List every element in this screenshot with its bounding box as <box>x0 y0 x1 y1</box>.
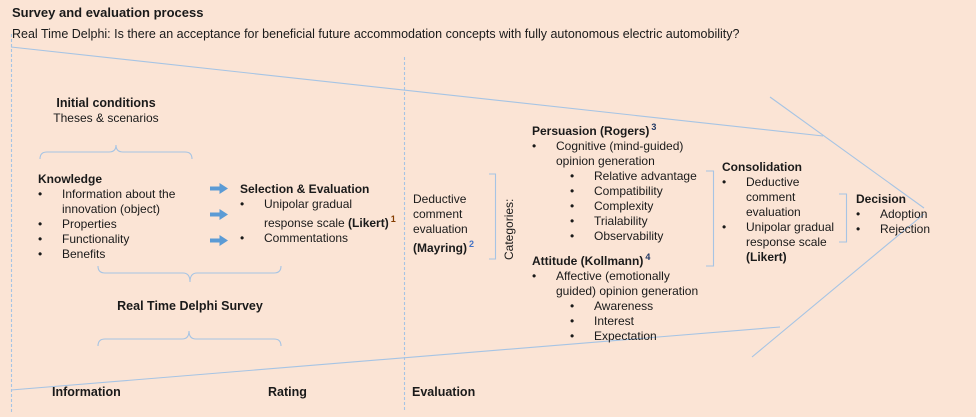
bullet-icon <box>570 229 594 244</box>
list-item: Awareness <box>532 299 732 314</box>
flow-arrow-icon <box>210 183 228 194</box>
footnote-ref-4: 4 <box>645 252 651 262</box>
bullet-icon <box>570 169 594 184</box>
flow-arrow-icon <box>210 209 228 220</box>
bullet-icon <box>38 217 62 232</box>
list-item: Adoption <box>856 207 966 222</box>
bullet-icon <box>570 199 594 214</box>
list-item: Unipolar gradual response scale (Likert) <box>722 220 852 265</box>
consolidation-title: Consolidation <box>722 160 802 174</box>
page-subtitle: Real Time Delphi: Is there an acceptance… <box>12 27 740 41</box>
real-time-delphi-survey-label: Real Time Delphi Survey <box>117 299 263 313</box>
stage-label-rating: Rating <box>268 385 307 399</box>
list-item: Trialability <box>532 214 732 229</box>
persuasion-title: Persuasion (Rogers) 3 <box>532 122 657 138</box>
categories-label: Categories: <box>502 198 516 260</box>
list-item: Interest <box>532 314 732 329</box>
bullet-icon <box>240 197 264 212</box>
stage-label-evaluation: Evaluation <box>412 385 476 399</box>
decision-block: Decision Adoption Rejection <box>856 192 966 237</box>
persuasion-block: Persuasion (Rogers)3 Cognitive (mind-gui… <box>532 120 732 244</box>
list-item: Benefits <box>38 247 203 262</box>
page-title: Survey and evaluation process <box>12 5 204 20</box>
bullet-icon <box>570 329 594 344</box>
list-item: Deductive comment evaluation <box>722 175 852 220</box>
bullet-icon <box>722 175 746 190</box>
likert-scale-text: Unipolar gradual response scale <box>264 197 353 230</box>
bullet-icon <box>532 269 556 284</box>
footnote-ref-1: 1 <box>390 214 396 224</box>
bullet-icon <box>532 139 556 154</box>
survey-top-brace <box>97 265 282 283</box>
knowledge-title: Knowledge <box>38 172 103 186</box>
list-item: Compatibility <box>532 184 732 199</box>
list-item: Complexity <box>532 199 732 214</box>
list-item: Commentations <box>240 231 410 246</box>
survey-bottom-brace <box>97 330 282 347</box>
footnote-ref-3: 3 <box>651 122 657 132</box>
initial-conditions-brace <box>39 144 193 160</box>
list-item: Relative advantage <box>532 169 732 184</box>
list-item: Unipolar gradual response scale (Likert)… <box>240 197 410 231</box>
mayring-bracket <box>489 173 497 260</box>
attitude-title: Attitude (Kollmann) 4 <box>532 252 651 268</box>
bullet-icon <box>570 184 594 199</box>
attitude-block: Attitude (Kollmann)4 Affective (emotiona… <box>532 250 732 344</box>
likert-label: (Likert) <box>348 216 389 230</box>
bullet-icon <box>570 314 594 329</box>
initial-conditions-block: Initial conditions Theses & scenarios <box>30 96 182 126</box>
bullet-icon <box>38 232 62 247</box>
bullet-icon <box>856 207 880 222</box>
bullet-icon <box>856 222 880 237</box>
selection-evaluation-block: Selection & Evaluation Unipolar gradual … <box>240 182 410 246</box>
mayring-text: Deductive comment evaluation <box>413 192 468 236</box>
bullet-icon <box>38 187 62 202</box>
list-item: Affective (emotionally guided) opinion g… <box>532 269 732 299</box>
initial-conditions-subtitle: Theses & scenarios <box>53 111 159 125</box>
mayring-label: (Mayring) <box>413 241 467 255</box>
list-item: Expectation <box>532 329 732 344</box>
flow-arrow-icon <box>210 235 228 246</box>
bullet-icon <box>722 220 746 235</box>
consolidation-block: Consolidation Deductive comment evaluati… <box>722 160 852 265</box>
bullet-icon <box>240 231 264 246</box>
list-item: Information about the innovation (object… <box>38 187 203 217</box>
list-item: Functionality <box>38 232 203 247</box>
list-item: Properties <box>38 217 203 232</box>
list-item: Rejection <box>856 222 966 237</box>
consolidation-likert-label: (Likert) <box>746 250 787 264</box>
list-item: Observability <box>532 229 732 244</box>
knowledge-block: Knowledge Information about the innovati… <box>38 172 203 262</box>
mayring-block: Deductive comment evaluation (Mayring) 2 <box>413 192 489 256</box>
footnote-ref-2: 2 <box>469 239 475 249</box>
initial-conditions-title: Initial conditions <box>56 96 156 110</box>
decision-title: Decision <box>856 192 907 206</box>
stage-label-information: Information <box>52 385 121 399</box>
selection-evaluation-title: Selection & Evaluation <box>240 182 370 196</box>
list-item: Cognitive (mind-guided) opinion generati… <box>532 139 732 169</box>
bullet-icon <box>570 214 594 229</box>
bullet-icon <box>570 299 594 314</box>
bullet-icon <box>38 247 62 262</box>
consolidation-likert-text: Unipolar gradual response scale <box>746 220 835 249</box>
